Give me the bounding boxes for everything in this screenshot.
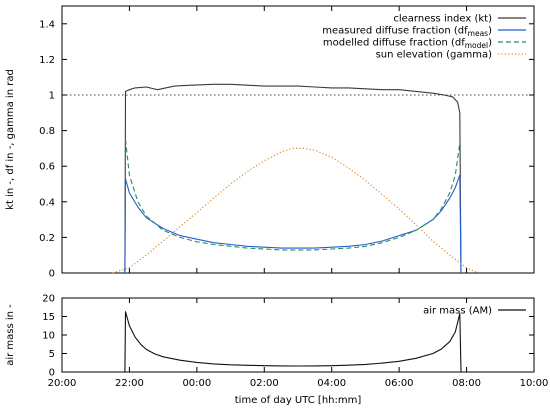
y-tick-label: 1.4 xyxy=(39,19,55,30)
series-line-2 xyxy=(124,174,462,274)
legend-label-1: clearness index (kt) xyxy=(393,14,492,25)
x-tick-label: 06:00 xyxy=(385,378,414,389)
y-axis-label: air mass in - xyxy=(5,304,16,366)
y-tick-label: 0.2 xyxy=(39,233,55,244)
y-tick-label: 10 xyxy=(42,331,55,342)
panel-1: 0 0.2 0.4 0.6 0.8 1 1.2 1.4 kt in -, df in -, ga… xyxy=(5,5,535,280)
x-tick-label: 00:00 xyxy=(182,378,211,389)
y-tick-label: 20 xyxy=(42,294,55,305)
x-tick-label: 20:00 xyxy=(48,378,77,389)
y-tick-label: 0.8 xyxy=(39,126,55,137)
panel-2: 0 5 10 15 20 20:00 22:00 00:00 02:00 04:00 06:00 08… xyxy=(5,294,548,407)
legend-label-4: sun elevation (gamma) xyxy=(376,50,493,61)
y-tick-label: 15 xyxy=(42,312,55,323)
legend-label-1: air mass (AM) xyxy=(423,306,492,317)
x-tick-label: 22:00 xyxy=(115,378,144,389)
x-axis-label: time of day UTC [hh:mm] xyxy=(235,395,362,406)
y-tick-label: 1 xyxy=(49,91,55,102)
series-line-3 xyxy=(124,139,461,251)
y-tick-label: 0.6 xyxy=(39,162,55,173)
x-tick-label: 04:00 xyxy=(317,378,346,389)
y-axis-label: kt in -, df in -, gamma in rad xyxy=(5,69,16,210)
series-line-1 xyxy=(124,311,462,373)
y-tick-label: 0.4 xyxy=(39,197,55,208)
y-tick-label: 0 xyxy=(49,269,55,280)
plot-frame xyxy=(61,5,535,274)
x-tick-label: 08:00 xyxy=(452,378,481,389)
y-tick-label: 1.2 xyxy=(39,55,55,66)
x-tick-label: 10:00 xyxy=(520,378,549,389)
x-tick-label: 02:00 xyxy=(250,378,279,389)
series-line-4 xyxy=(112,147,479,274)
legend-label-3: modelled diffuse fraction (dfmodel) xyxy=(323,38,492,51)
series-line-1 xyxy=(124,83,462,274)
y-tick-label: 5 xyxy=(49,349,55,360)
legend-label-2: measured diffuse fraction (dfmeas) xyxy=(322,26,492,39)
y-tick-label: 0 xyxy=(49,368,55,379)
